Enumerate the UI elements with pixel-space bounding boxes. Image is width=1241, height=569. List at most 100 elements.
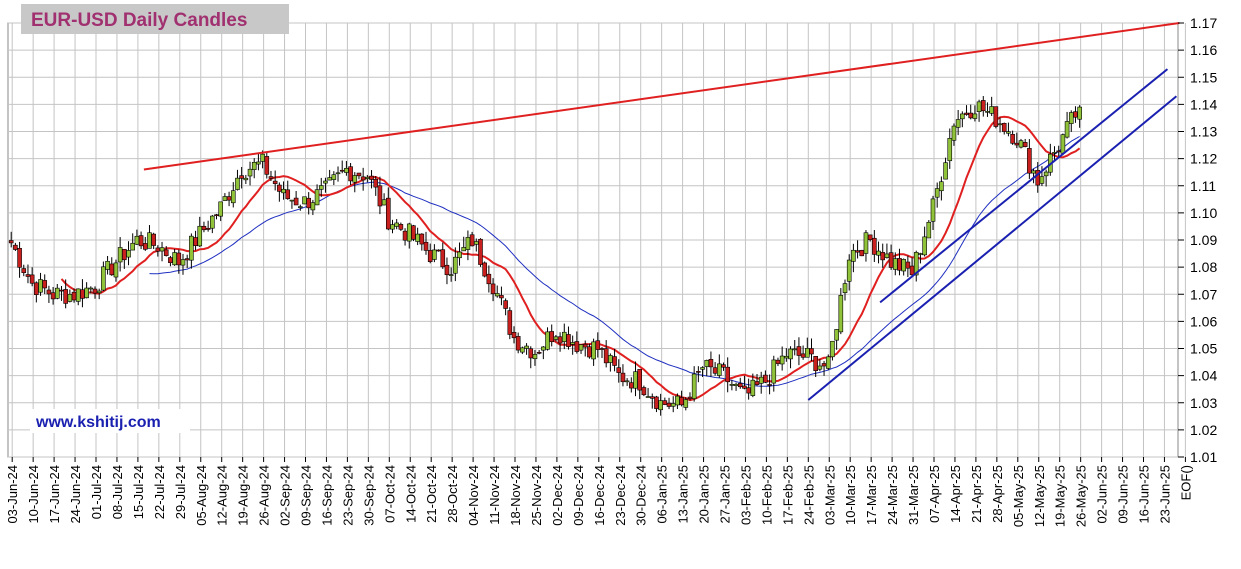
candle-body xyxy=(189,235,194,261)
candle-body xyxy=(377,185,383,207)
candle xyxy=(763,370,768,384)
candle xyxy=(323,177,328,193)
x-tick-label: 01-Jul-24 xyxy=(89,465,104,519)
x-tick-label: 18-Nov-24 xyxy=(508,465,523,526)
candle-body xyxy=(201,225,207,231)
candle-body xyxy=(872,237,877,255)
candle-body xyxy=(1060,134,1066,154)
candle-body xyxy=(943,162,948,180)
candle xyxy=(268,170,274,181)
candle-body xyxy=(972,113,978,119)
candle-body xyxy=(264,156,270,175)
candle xyxy=(1006,122,1011,137)
candle xyxy=(867,234,873,242)
candle-body xyxy=(96,290,102,294)
x-tick-label: 08-Jul-24 xyxy=(110,465,125,519)
candle-body xyxy=(775,359,781,364)
candle-body xyxy=(930,198,936,222)
candle-body xyxy=(926,221,932,239)
candle-body xyxy=(138,235,144,247)
candle-body xyxy=(876,250,881,256)
candle xyxy=(507,307,513,340)
candle xyxy=(419,233,425,251)
candle xyxy=(218,201,223,222)
candle-body xyxy=(754,381,760,385)
candle-body xyxy=(59,289,64,292)
candle-body xyxy=(256,161,261,165)
candle-body xyxy=(239,175,244,179)
candle-body xyxy=(1031,170,1036,174)
candle-body xyxy=(767,384,772,386)
candle-body xyxy=(733,383,739,387)
candle-body xyxy=(624,380,630,383)
candle-body xyxy=(616,367,622,373)
candle xyxy=(700,366,705,378)
candle-body xyxy=(905,261,911,269)
x-tick-label: 30-Sep-24 xyxy=(361,465,376,526)
x-tick-label: 05-May-25 xyxy=(1011,465,1026,527)
candle-body xyxy=(524,345,529,349)
candle-body xyxy=(637,369,643,391)
candle xyxy=(796,337,802,366)
candle-body xyxy=(448,274,454,276)
candle-body xyxy=(980,100,986,112)
candle xyxy=(264,151,270,179)
candle-body xyxy=(356,172,362,177)
candle xyxy=(955,109,961,136)
candle-body xyxy=(381,199,387,206)
candle xyxy=(637,368,643,400)
candle xyxy=(478,238,483,267)
candle-body xyxy=(84,287,89,299)
candle-body xyxy=(243,177,249,181)
candle-body xyxy=(482,262,487,277)
candle xyxy=(905,255,911,278)
candle-body xyxy=(88,287,94,290)
candle xyxy=(130,233,136,251)
candle xyxy=(243,174,249,185)
candle-body xyxy=(486,273,492,285)
candle-body xyxy=(696,371,701,373)
candle-body xyxy=(436,249,441,252)
candle-body xyxy=(964,112,969,115)
watermark-text: www.kshitij.com xyxy=(35,414,161,431)
candle-body xyxy=(34,282,39,296)
candle xyxy=(532,349,538,366)
candle-body xyxy=(168,257,173,264)
title-box xyxy=(21,4,289,34)
y-tick-label: 1.15 xyxy=(1190,69,1217,85)
candle xyxy=(511,326,517,344)
candle-body xyxy=(922,236,927,256)
candle xyxy=(515,332,521,354)
x-tick-label: 24-Feb-25 xyxy=(801,465,816,525)
x-tick-label: 16-Dec-24 xyxy=(592,465,607,526)
candle xyxy=(369,170,374,189)
candle-body xyxy=(985,111,990,113)
trend-line-support-1 xyxy=(807,95,1178,401)
candle-body xyxy=(260,153,265,162)
candle xyxy=(29,267,35,287)
x-tick-label: 24-Mar-25 xyxy=(885,465,900,525)
candle xyxy=(872,230,877,262)
x-tick-label: 17-Jun-24 xyxy=(47,465,62,524)
candle-body xyxy=(394,222,399,227)
candle xyxy=(1077,105,1082,128)
candle-body xyxy=(277,184,282,192)
y-tick-label: 1.04 xyxy=(1190,368,1217,384)
candle-body xyxy=(21,268,27,273)
candle xyxy=(113,259,119,282)
candle xyxy=(256,153,261,171)
candle xyxy=(566,326,571,350)
candle xyxy=(385,187,391,231)
x-tick-label: 03-Feb-25 xyxy=(738,465,753,525)
candle xyxy=(469,231,475,247)
candle-body xyxy=(369,175,374,180)
x-tick-label: 07-Apr-25 xyxy=(927,465,942,523)
candle xyxy=(838,288,844,335)
candle-body xyxy=(997,123,1003,126)
candle-body xyxy=(888,252,894,268)
candle-body xyxy=(490,283,496,295)
candle xyxy=(84,282,89,299)
candle-body xyxy=(670,403,676,407)
candle xyxy=(54,283,60,300)
candle-body xyxy=(830,340,835,358)
